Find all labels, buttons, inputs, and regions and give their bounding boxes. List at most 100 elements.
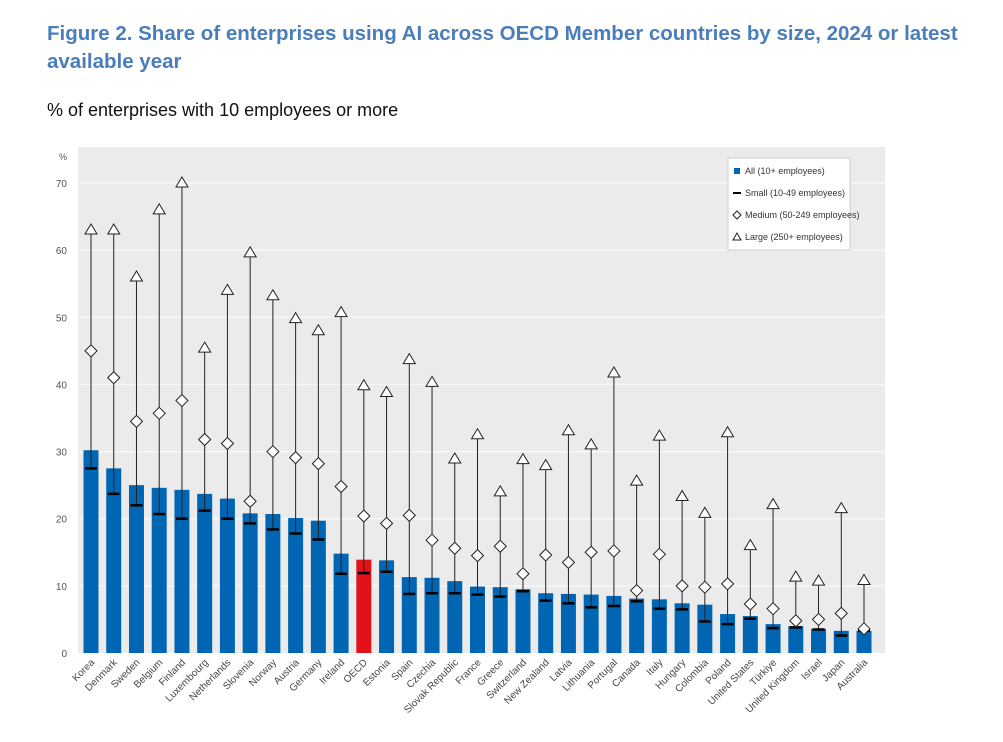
large-marker [584,437,599,450]
bar-israel [811,628,827,653]
bar-italy [651,599,667,653]
medium-marker [766,601,780,616]
y-tick-label: 60 [56,246,68,257]
large-marker [84,223,98,235]
bar-united-states [742,616,758,653]
medium-marker [652,547,667,562]
medium-marker [698,580,712,594]
medium-marker [129,414,144,429]
bar-hungary [674,603,690,653]
large-marker [447,451,462,464]
bar-australia [856,630,872,653]
medium-marker [584,545,598,559]
large-marker [516,452,530,465]
medium-marker [448,541,462,555]
bar-united-kingdom [788,626,804,653]
legend-label: Large (250+ employees) [745,232,843,242]
bar-austria [288,518,304,653]
bar-germany [310,520,326,653]
large-marker [311,323,326,336]
legend-triangle-icon [732,231,742,241]
legend-diamond-icon [732,210,742,220]
legend-label: Small (10-49 employees) [745,188,845,198]
y-tick-label: 30 [56,448,68,459]
medium-marker [266,444,280,459]
bar-oecd [356,559,372,653]
y-axis-unit: % [59,152,67,162]
bar-colombia [697,604,713,653]
large-marker [220,283,235,295]
large-marker [743,538,758,551]
large-marker [720,425,735,438]
y-tick-label: 10 [56,582,68,593]
large-marker [197,341,212,353]
large-marker [493,484,508,497]
medium-marker [789,614,803,628]
large-marker [607,366,621,378]
y-tick-label: 70 [56,179,68,190]
medium-marker [402,508,417,523]
medium-marker [152,406,166,421]
medium-marker [379,516,394,531]
bar-czechia [424,577,440,653]
large-marker [857,573,871,585]
bar-denmark [106,468,122,653]
medium-marker [720,577,735,591]
bar-lithuania [583,594,599,653]
bar-ireland [333,553,349,653]
legend-bar-icon [734,168,740,174]
medium-marker [107,371,121,385]
large-marker [152,202,167,215]
y-tick-label: 0 [61,649,67,660]
bar-estonia [379,560,395,653]
y-tick-label: 40 [56,380,68,391]
medium-marker [425,533,439,547]
medium-marker [334,479,348,494]
large-marker [766,497,780,510]
bar-luxembourg [197,493,213,653]
medium-marker [561,555,576,570]
medium-marker [197,432,212,447]
medium-marker [538,548,553,562]
medium-marker [629,583,644,598]
large-marker [175,176,189,188]
medium-marker [288,450,303,465]
medium-marker [811,612,826,627]
medium-marker [675,579,689,593]
bar-france [470,586,485,653]
medium-marker [470,548,485,563]
large-marker [629,474,644,486]
large-marker [811,574,826,586]
medium-marker [84,344,98,358]
bar-spain [401,577,417,653]
large-marker [356,378,371,391]
chart-title: Figure 2. Share of enterprises using AI … [47,22,958,73]
legend-box [727,157,851,251]
bar-belgium [151,487,167,653]
legend-label: All (10+ employees) [745,166,825,176]
legend-label: Medium (50-249 employees) [745,210,860,220]
medium-marker [834,606,848,621]
bar-korea [83,450,99,653]
large-marker [561,423,576,436]
medium-marker [516,567,530,581]
bar-latvia [560,593,576,653]
chart-subtitle: % of enterprises with 10 employees or mo… [47,100,399,120]
large-marker [697,506,712,518]
medium-marker [743,597,758,611]
medium-marker [607,544,621,558]
medium-marker [311,456,326,471]
bar-sweden [128,485,144,653]
bar-türkiye [765,624,781,653]
bar-slovenia [242,513,258,653]
bar-switzerland [515,589,531,653]
large-marker [106,223,121,235]
large-marker [470,427,485,440]
large-marker [675,489,690,502]
medium-marker [493,539,507,553]
large-marker [788,570,803,582]
large-marker [402,352,417,365]
y-tick-label: 50 [56,313,68,324]
bar-new-zealand [538,593,554,653]
